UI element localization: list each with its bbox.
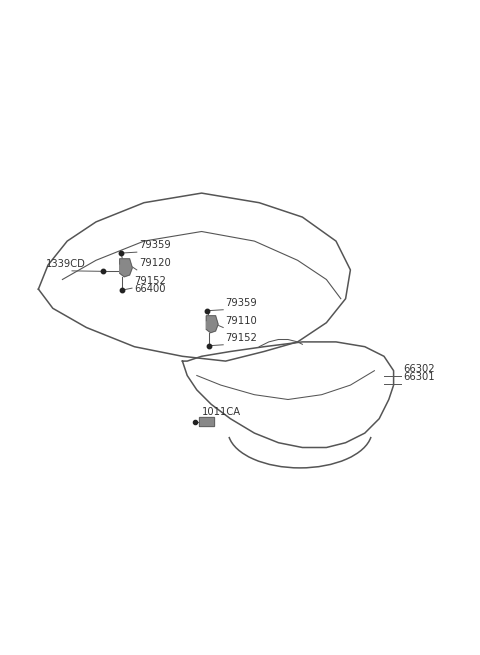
Text: 1011CA: 1011CA — [202, 407, 241, 417]
Text: 79110: 79110 — [226, 316, 257, 326]
Polygon shape — [199, 417, 214, 426]
Text: 66302: 66302 — [403, 364, 435, 373]
Text: 66400: 66400 — [134, 284, 166, 294]
Polygon shape — [120, 259, 132, 277]
Text: 79359: 79359 — [226, 298, 257, 308]
Polygon shape — [206, 316, 218, 333]
Text: 79120: 79120 — [139, 258, 171, 268]
Text: 79152: 79152 — [134, 276, 166, 286]
Text: 79152: 79152 — [226, 333, 257, 343]
Text: 1339CD: 1339CD — [46, 259, 85, 269]
Text: 66301: 66301 — [403, 372, 435, 382]
Text: 79359: 79359 — [139, 240, 171, 250]
